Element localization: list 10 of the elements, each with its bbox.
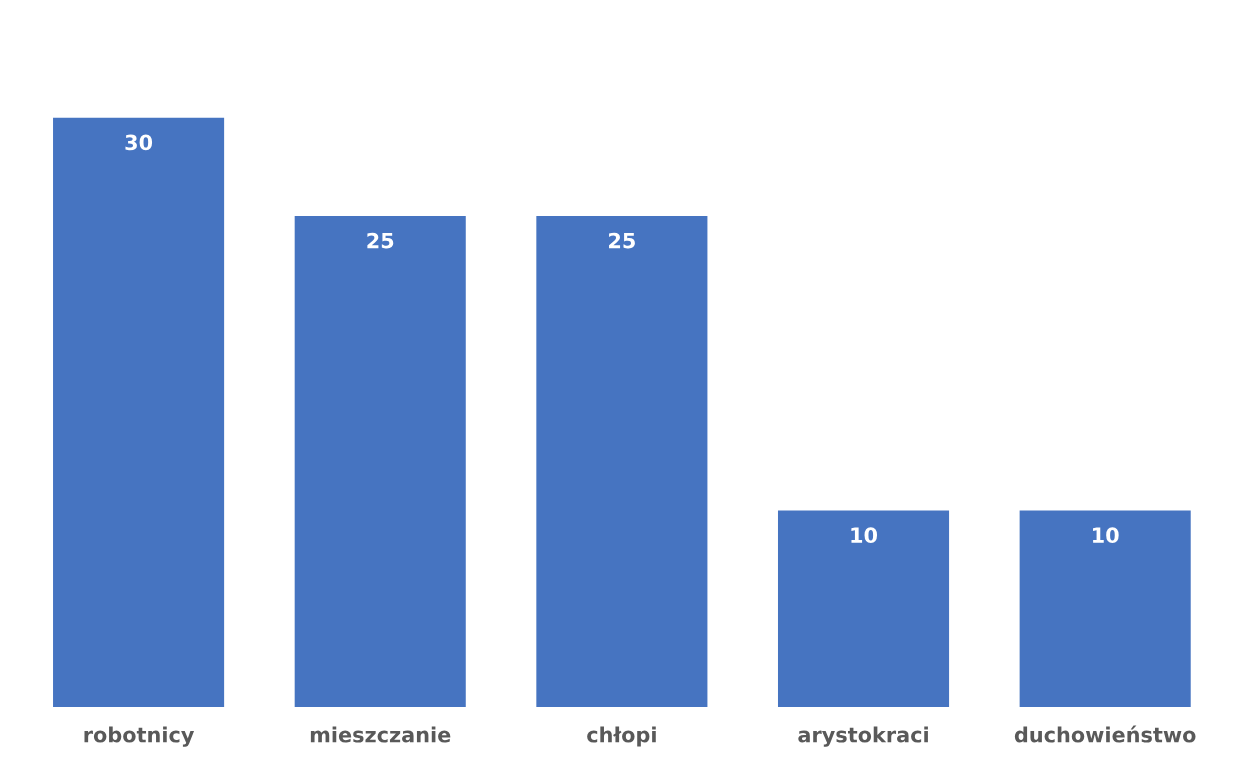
data-label: 25	[609, 232, 635, 249]
x-tick-label: robotnicy	[84, 726, 195, 747]
data-label: 30	[125, 134, 153, 151]
data-label: 10	[851, 527, 878, 544]
x-tick-label: chłopi	[587, 726, 656, 747]
data-label: 10	[1093, 527, 1119, 544]
data-label: 25	[367, 232, 394, 249]
x-tick-label: duchowieństwo	[1014, 725, 1196, 743]
x-tick-label: mieszczanie	[310, 726, 451, 743]
x-tick-label: arystokraci	[798, 726, 928, 747]
